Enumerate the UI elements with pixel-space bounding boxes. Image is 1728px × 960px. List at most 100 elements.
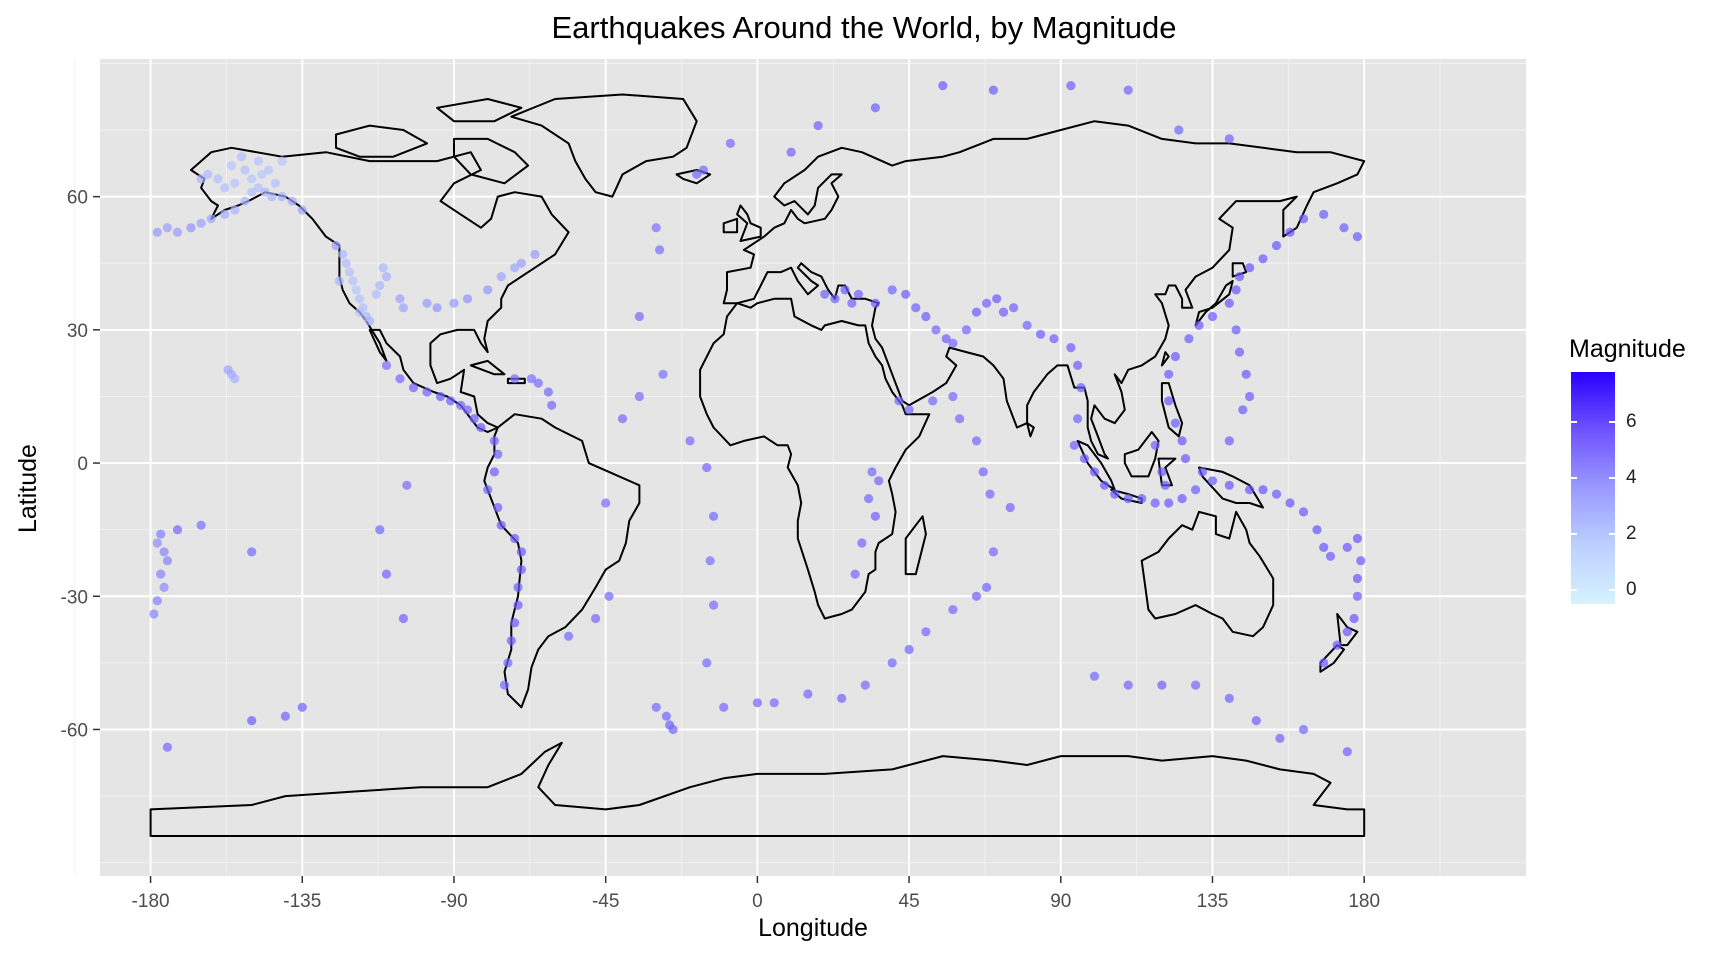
data-point <box>1123 494 1133 504</box>
data-point <box>1160 480 1170 490</box>
data-point <box>489 436 499 446</box>
data-point <box>533 378 543 388</box>
data-point <box>226 161 237 171</box>
data-point <box>530 249 540 259</box>
x-tick-label: -90 <box>440 891 467 912</box>
data-point <box>941 334 951 344</box>
data-point <box>543 387 554 397</box>
data-point <box>247 174 257 184</box>
data-point <box>371 289 381 299</box>
data-point <box>1036 329 1046 339</box>
data-point <box>260 187 270 197</box>
data-point <box>850 569 860 579</box>
data-point <box>1285 498 1295 508</box>
data-point <box>1342 627 1352 637</box>
data-point <box>661 711 672 721</box>
data-point <box>709 511 719 521</box>
y-tick-label: 0 <box>77 454 88 475</box>
data-point <box>456 400 466 410</box>
data-point <box>1066 81 1076 91</box>
land-outline <box>469 359 506 376</box>
land-outline <box>722 120 1366 460</box>
data-point <box>1089 671 1100 681</box>
data-point <box>395 374 405 384</box>
data-point <box>1100 480 1110 490</box>
data-point <box>1207 311 1218 322</box>
data-point <box>348 276 358 286</box>
data-point <box>503 658 513 668</box>
data-point <box>971 307 982 317</box>
data-point <box>709 600 719 610</box>
data-point <box>1009 303 1019 313</box>
data-point <box>1123 85 1133 95</box>
data-point <box>837 693 847 704</box>
data-point <box>186 223 196 233</box>
data-point <box>1241 369 1251 379</box>
data-point <box>1312 525 1322 535</box>
land-outline <box>510 93 698 198</box>
land-outline <box>149 741 1366 837</box>
data-point <box>1066 343 1076 353</box>
data-point <box>971 436 982 446</box>
land-outline <box>675 169 712 185</box>
data-point <box>860 680 870 690</box>
data-point <box>257 169 267 179</box>
data-point <box>988 547 999 557</box>
data-point <box>1245 391 1255 402</box>
x-tick-label: 45 <box>899 891 920 912</box>
legend-tick-mark <box>1571 589 1577 592</box>
data-point <box>1356 556 1366 566</box>
data-point <box>840 285 850 295</box>
data-point <box>1207 476 1218 486</box>
data-point <box>513 600 523 610</box>
data-point <box>1022 320 1032 330</box>
x-tick-label: 135 <box>1197 891 1229 912</box>
data-point <box>152 538 162 548</box>
data-point <box>172 227 183 237</box>
data-point <box>1177 436 1187 446</box>
data-point <box>489 467 499 477</box>
data-point <box>1137 494 1147 504</box>
data-point <box>152 596 162 606</box>
data-point <box>988 85 999 95</box>
data-point <box>398 613 408 624</box>
x-tick-label: 90 <box>1050 891 1071 912</box>
data-point <box>355 294 365 304</box>
land-outline <box>722 217 739 234</box>
data-point <box>1150 440 1160 450</box>
data-point <box>1352 533 1362 544</box>
data-point <box>1170 418 1180 428</box>
y-tick-label: 30 <box>67 321 88 342</box>
data-point <box>1177 494 1187 504</box>
data-point <box>719 702 729 712</box>
data-point <box>1231 285 1241 295</box>
data-point <box>422 387 432 397</box>
data-point <box>510 533 520 544</box>
data-point <box>270 178 280 188</box>
data-point <box>803 689 813 699</box>
data-point <box>786 147 796 157</box>
legend-tick-mark <box>1609 421 1615 424</box>
data-point <box>911 303 921 313</box>
data-point <box>253 183 263 193</box>
data-point <box>547 400 557 410</box>
data-point <box>1298 507 1309 517</box>
data-point <box>1170 351 1180 362</box>
data-point <box>971 591 982 601</box>
legend-tick-label: 4 <box>1626 467 1637 489</box>
data-point <box>1157 467 1167 477</box>
data-point <box>223 365 233 375</box>
data-point <box>510 374 520 384</box>
data-point <box>921 311 931 322</box>
data-point <box>462 405 473 415</box>
data-point <box>213 174 223 184</box>
data-point <box>253 156 263 166</box>
data-point <box>516 565 527 575</box>
data-point <box>1349 613 1359 624</box>
data-point <box>1319 209 1329 219</box>
data-point <box>435 391 446 402</box>
plot-panel <box>100 59 1526 876</box>
data-point <box>196 218 206 228</box>
